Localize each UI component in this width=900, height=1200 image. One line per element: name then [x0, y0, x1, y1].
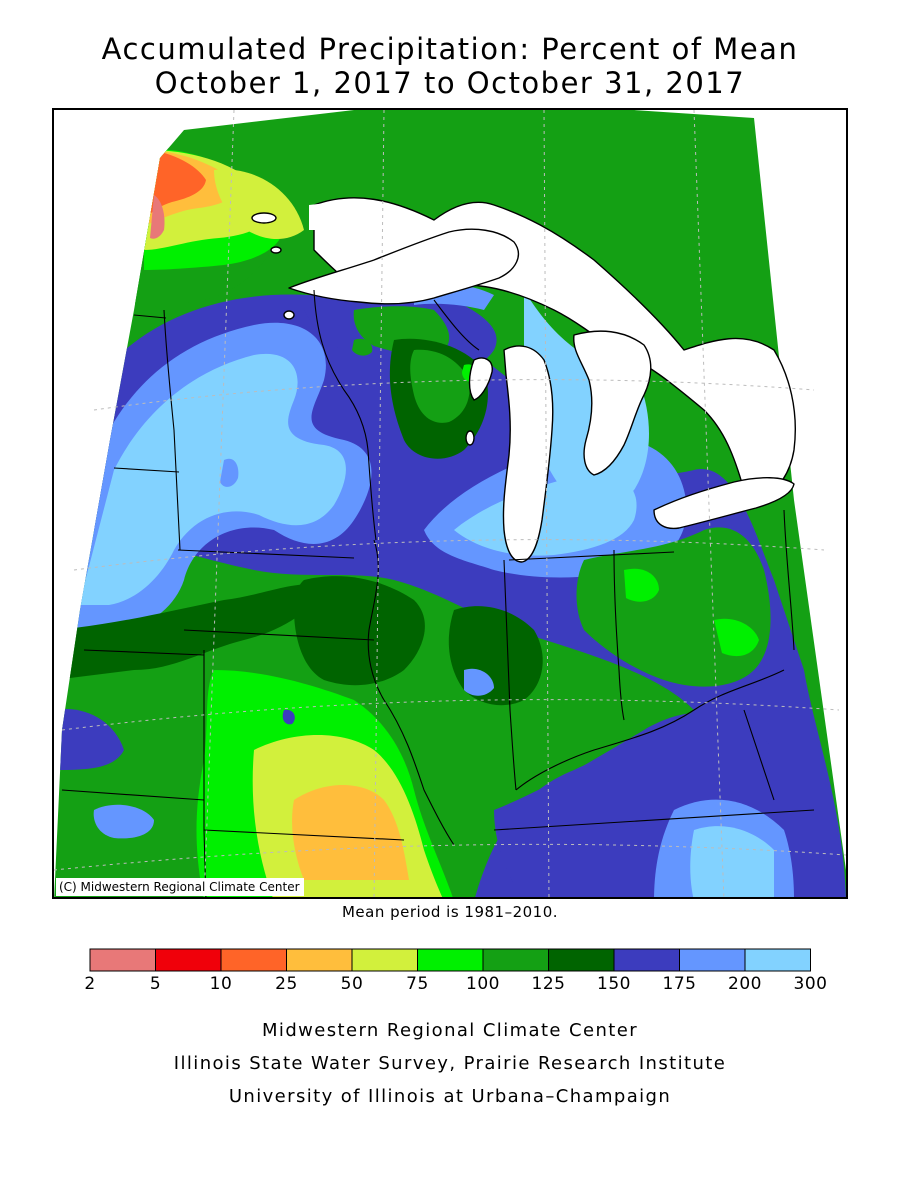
legend-tick-150: 150: [597, 974, 631, 994]
legend-bin-175-200: [679, 948, 746, 972]
legend-tick-10: 10: [209, 974, 233, 994]
legend-tick-75: 75: [406, 974, 429, 994]
legend-tick-25: 25: [275, 974, 298, 994]
legend-tick-300: 300: [793, 974, 828, 994]
legend-tick-175: 175: [662, 974, 697, 994]
mean-period-note: Mean period is 1981–2010.: [341, 903, 559, 921]
legend-bin-200-300: [744, 948, 811, 972]
legend-tick-50: 50: [340, 974, 364, 994]
legend-bin-150-175: [613, 948, 680, 972]
map-title-line-1: Accumulated Precipitation: Percent of Me…: [101, 32, 799, 66]
legend-bin-100-125: [482, 948, 549, 972]
legend-bin-2-5: [89, 948, 156, 972]
precipitation-map: [52, 108, 848, 899]
credit-line-3: University of Illinois at Urbana–Champai…: [228, 1086, 672, 1107]
legend-bin-125-150: [548, 948, 615, 972]
color-legend: [89, 948, 811, 972]
legend-tick-200: 200: [728, 974, 762, 994]
copyright-label: (C) Midwestern Regional Climate Center: [56, 878, 304, 896]
state-boundaries: [61, 289, 815, 897]
credit-line-1: Midwestern Regional Climate Center: [261, 1020, 639, 1041]
graticule: [54, 110, 846, 897]
credit-line-2: Illinois State Water Survey, Prairie Res…: [173, 1053, 727, 1074]
legend-bin-75-100: [417, 948, 484, 972]
legend-bin-10-25: [220, 948, 287, 972]
legend-bin-50-75: [351, 948, 418, 972]
great-lakes: [251, 197, 796, 563]
legend-bin-25-50: [286, 948, 353, 972]
legend-tick-labels: 2 5 10 25 50 75 100 125 150 175 200 300: [0, 974, 900, 998]
legend-tick-5: 5: [149, 974, 162, 994]
legend-bin-5-10: [155, 948, 222, 972]
map-title-line-2: October 1, 2017 to October 31, 2017: [154, 66, 746, 100]
legend-tick-2: 2: [84, 974, 96, 994]
legend-tick-100: 100: [466, 974, 500, 994]
legend-tick-125: 125: [531, 974, 566, 994]
